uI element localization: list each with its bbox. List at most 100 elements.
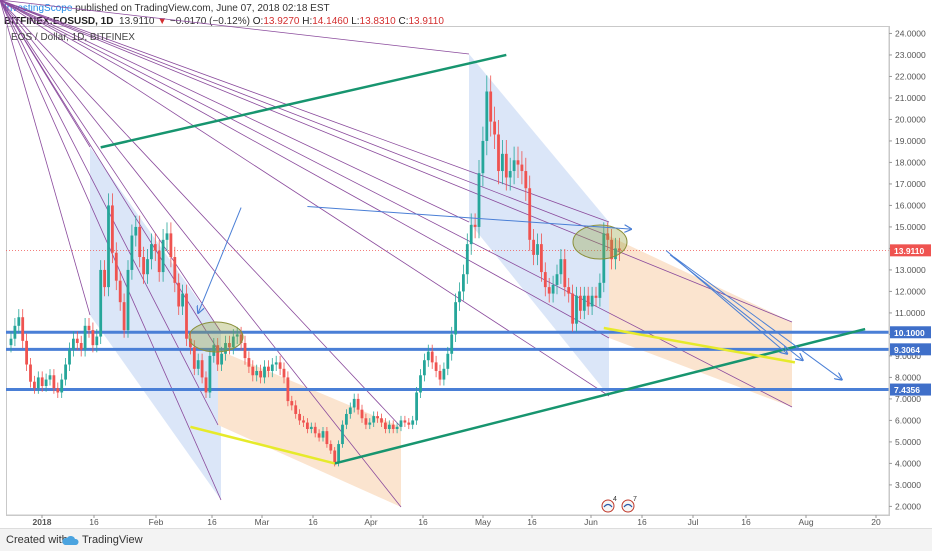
candle[interactable]: [325, 431, 329, 445]
candle[interactable]: [196, 360, 200, 369]
candle[interactable]: [512, 160, 516, 172]
candle[interactable]: [91, 330, 95, 346]
candle[interactable]: [399, 420, 403, 427]
candle[interactable]: [146, 259, 149, 275]
candle[interactable]: [590, 295, 594, 307]
highlight-line-left[interactable]: [190, 425, 336, 465]
candle[interactable]: [298, 413, 301, 421]
candle[interactable]: [134, 226, 138, 236]
candle[interactable]: [243, 343, 247, 359]
candle[interactable]: [407, 422, 411, 425]
candle[interactable]: [462, 274, 465, 292]
candle[interactable]: [341, 424, 344, 445]
candle[interactable]: [387, 424, 391, 430]
candle[interactable]: [169, 233, 173, 258]
candle[interactable]: [423, 360, 426, 376]
candle[interactable]: [263, 366, 266, 378]
candle[interactable]: [317, 433, 321, 438]
candle[interactable]: [239, 334, 243, 344]
candle[interactable]: [99, 269, 103, 337]
candle[interactable]: [481, 140, 485, 174]
candle[interactable]: [224, 343, 227, 354]
candle[interactable]: [442, 368, 446, 380]
candle[interactable]: [403, 420, 407, 423]
candle[interactable]: [270, 364, 274, 371]
candle[interactable]: [255, 370, 259, 376]
candle[interactable]: [313, 426, 317, 434]
candle[interactable]: [333, 450, 337, 464]
candle[interactable]: [391, 424, 395, 430]
candle[interactable]: [594, 295, 598, 298]
candle[interactable]: [103, 269, 106, 288]
candle[interactable]: [251, 366, 255, 376]
candle[interactable]: [516, 160, 520, 165]
candle[interactable]: [204, 377, 208, 393]
annotation-arrow[interactable]: [669, 254, 803, 360]
candle[interactable]: [559, 259, 563, 275]
candle[interactable]: [493, 121, 496, 135]
trendline-top[interactable]: [100, 53, 507, 149]
author-name[interactable]: InvestingScope: [4, 3, 73, 14]
candle[interactable]: [430, 351, 434, 363]
candle[interactable]: [528, 188, 532, 240]
candle[interactable]: [302, 420, 305, 423]
candle[interactable]: [33, 381, 36, 389]
candle[interactable]: [173, 257, 177, 283]
candle[interactable]: [586, 295, 590, 307]
candle[interactable]: [126, 269, 130, 331]
candle[interactable]: [360, 409, 364, 419]
candle[interactable]: [216, 345, 220, 365]
candle[interactable]: [434, 362, 438, 371]
candle[interactable]: [384, 422, 387, 430]
candle[interactable]: [454, 302, 457, 335]
candle[interactable]: [504, 153, 508, 178]
candle[interactable]: [290, 401, 294, 406]
candle[interactable]: [212, 345, 216, 356]
candle[interactable]: [426, 351, 430, 361]
candle[interactable]: [555, 274, 559, 285]
candle[interactable]: [286, 377, 290, 402]
candle[interactable]: [157, 250, 161, 273]
candle[interactable]: [56, 388, 60, 393]
candle[interactable]: [395, 426, 399, 430]
candle[interactable]: [543, 272, 547, 288]
candle[interactable]: [419, 375, 422, 393]
candle[interactable]: [150, 244, 153, 260]
candle[interactable]: [520, 164, 524, 172]
candle[interactable]: [79, 343, 83, 350]
candle[interactable]: [25, 340, 28, 365]
candle[interactable]: [497, 134, 500, 172]
candle[interactable]: [68, 349, 71, 365]
candle[interactable]: [220, 353, 223, 365]
candle[interactable]: [563, 259, 567, 288]
candle[interactable]: [598, 282, 602, 298]
candle[interactable]: [122, 302, 126, 331]
breakout-marker-jun[interactable]: [572, 224, 628, 260]
candle[interactable]: [48, 375, 52, 380]
candle[interactable]: [376, 416, 379, 419]
candle[interactable]: [114, 252, 118, 281]
annotation-arrow[interactable]: [198, 207, 242, 313]
candle[interactable]: [294, 405, 298, 414]
candle[interactable]: [602, 233, 606, 283]
candle[interactable]: [40, 377, 44, 387]
candle[interactable]: [337, 444, 340, 464]
candle[interactable]: [228, 343, 231, 348]
candle[interactable]: [95, 336, 99, 346]
breakout-marker-feb[interactable]: [188, 321, 244, 353]
candle[interactable]: [450, 334, 454, 354]
candle[interactable]: [536, 244, 539, 255]
candle[interactable]: [321, 431, 325, 438]
candle[interactable]: [142, 257, 145, 275]
candle[interactable]: [177, 282, 181, 307]
candle[interactable]: [372, 416, 376, 423]
candle[interactable]: [274, 362, 278, 365]
candle[interactable]: [579, 295, 582, 311]
candle[interactable]: [278, 362, 282, 369]
candle[interactable]: [9, 338, 13, 346]
highlight-line-right[interactable]: [603, 326, 796, 364]
candle[interactable]: [130, 235, 134, 270]
candle[interactable]: [352, 398, 356, 408]
candle[interactable]: [329, 444, 333, 451]
